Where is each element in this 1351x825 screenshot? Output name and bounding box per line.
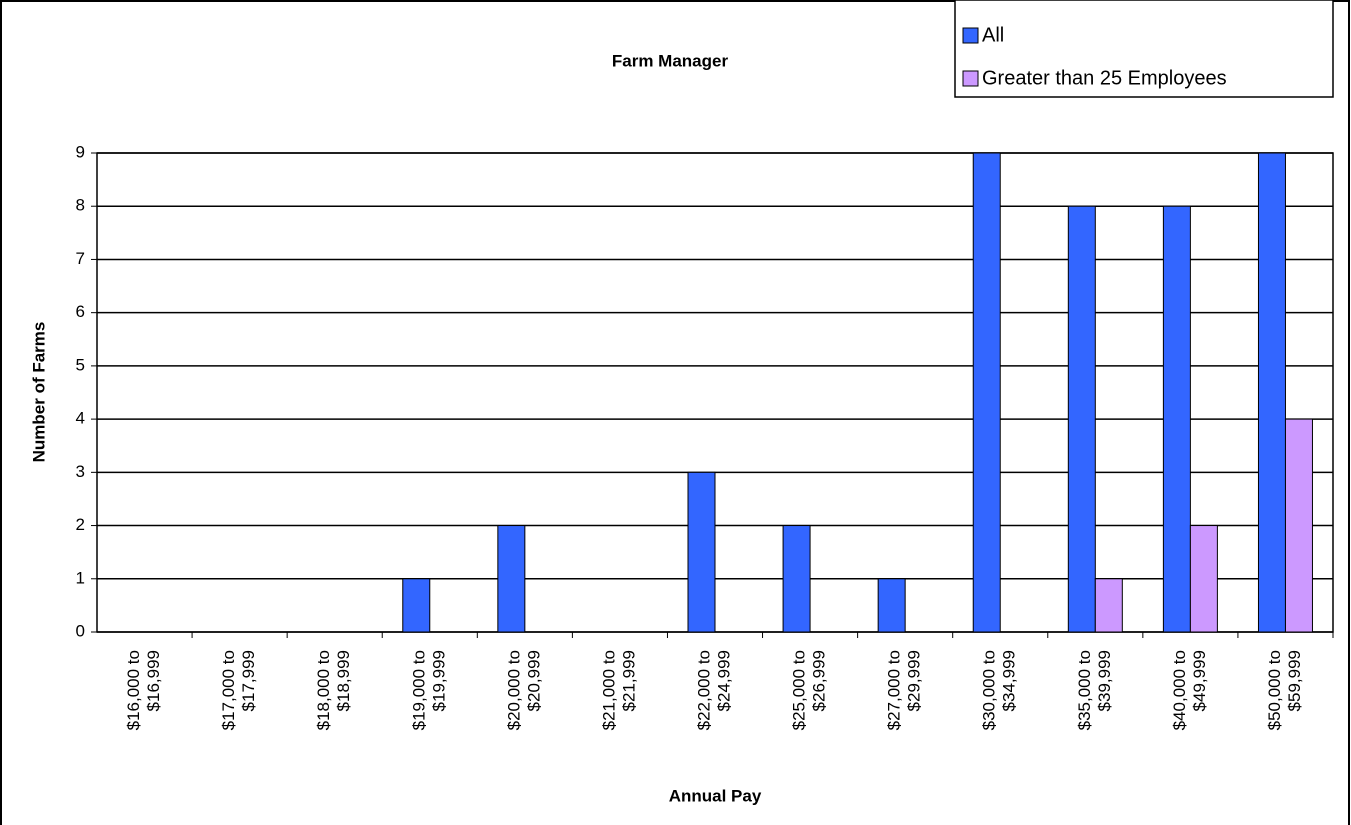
- bar: [1162, 205, 1191, 633]
- bar: [1284, 418, 1313, 633]
- x-tick-label: $20,000 to: [504, 650, 523, 730]
- y-tick-label: 4: [76, 409, 85, 428]
- x-axis-label: Annual Pay: [669, 786, 762, 805]
- legend-box: [954, 0, 1334, 98]
- bar: [687, 471, 716, 633]
- y-tick-label: 8: [76, 196, 85, 215]
- bar: [782, 525, 811, 633]
- x-tick-label: $34,999: [1000, 650, 1019, 711]
- chart-title: Farm Manager: [612, 51, 729, 70]
- y-tick-label: 7: [76, 249, 85, 268]
- y-tick-label: 1: [76, 568, 85, 587]
- x-tick-label: $21,000 to: [599, 650, 618, 730]
- x-tick-label: $40,000 to: [1170, 650, 1189, 730]
- x-tick-label: $50,000 to: [1265, 650, 1284, 730]
- legend-swatch: [962, 70, 979, 87]
- bar: [972, 152, 1001, 633]
- x-tick-label: $21,999: [619, 650, 638, 711]
- x-tick-label: $22,000 to: [694, 650, 713, 730]
- y-tick-label: 3: [76, 462, 85, 481]
- legend-label: Greater than 25 Employees: [982, 67, 1227, 89]
- x-tick-label: $19,000 to: [409, 650, 428, 730]
- x-tick-label: $30,000 to: [980, 650, 999, 730]
- y-tick-label: 6: [76, 302, 85, 321]
- x-tick-label: $19,999: [429, 650, 448, 711]
- x-tick-label: $20,999: [524, 650, 543, 711]
- x-tick-label: $35,000 to: [1075, 650, 1094, 730]
- x-tick-label: $29,999: [905, 650, 924, 711]
- x-tick-label: $16,000 to: [124, 650, 143, 730]
- bar: [1189, 525, 1218, 633]
- bar: [1067, 205, 1096, 633]
- x-tick-label: $39,999: [1095, 650, 1114, 711]
- bar: [877, 578, 906, 633]
- x-tick-label: $59,999: [1285, 650, 1304, 711]
- y-tick-label: 5: [76, 355, 85, 374]
- bar: [1257, 152, 1286, 633]
- bar: [1094, 578, 1123, 633]
- x-tick-label: $16,999: [144, 650, 163, 711]
- legend-swatch: [962, 27, 979, 44]
- bar: [402, 578, 431, 633]
- legend-label: All: [982, 24, 1004, 46]
- x-tick-label: $49,999: [1190, 650, 1209, 711]
- y-tick-label: 0: [76, 621, 85, 640]
- x-tick-label: $17,000 to: [219, 650, 238, 730]
- x-tick-label: $26,999: [810, 650, 829, 711]
- x-tick-label: $24,999: [714, 650, 733, 711]
- y-axis-label: Number of Farms: [29, 322, 48, 463]
- bar: [497, 525, 526, 633]
- x-tick-label: $18,000 to: [314, 650, 333, 730]
- x-tick-label: $25,000 to: [790, 650, 809, 730]
- y-tick-label: 2: [76, 515, 85, 534]
- x-tick-label: $17,999: [239, 650, 258, 711]
- x-tick-label: $27,000 to: [885, 650, 904, 730]
- y-tick-label: 9: [76, 142, 85, 161]
- x-tick-label: $18,999: [334, 650, 353, 711]
